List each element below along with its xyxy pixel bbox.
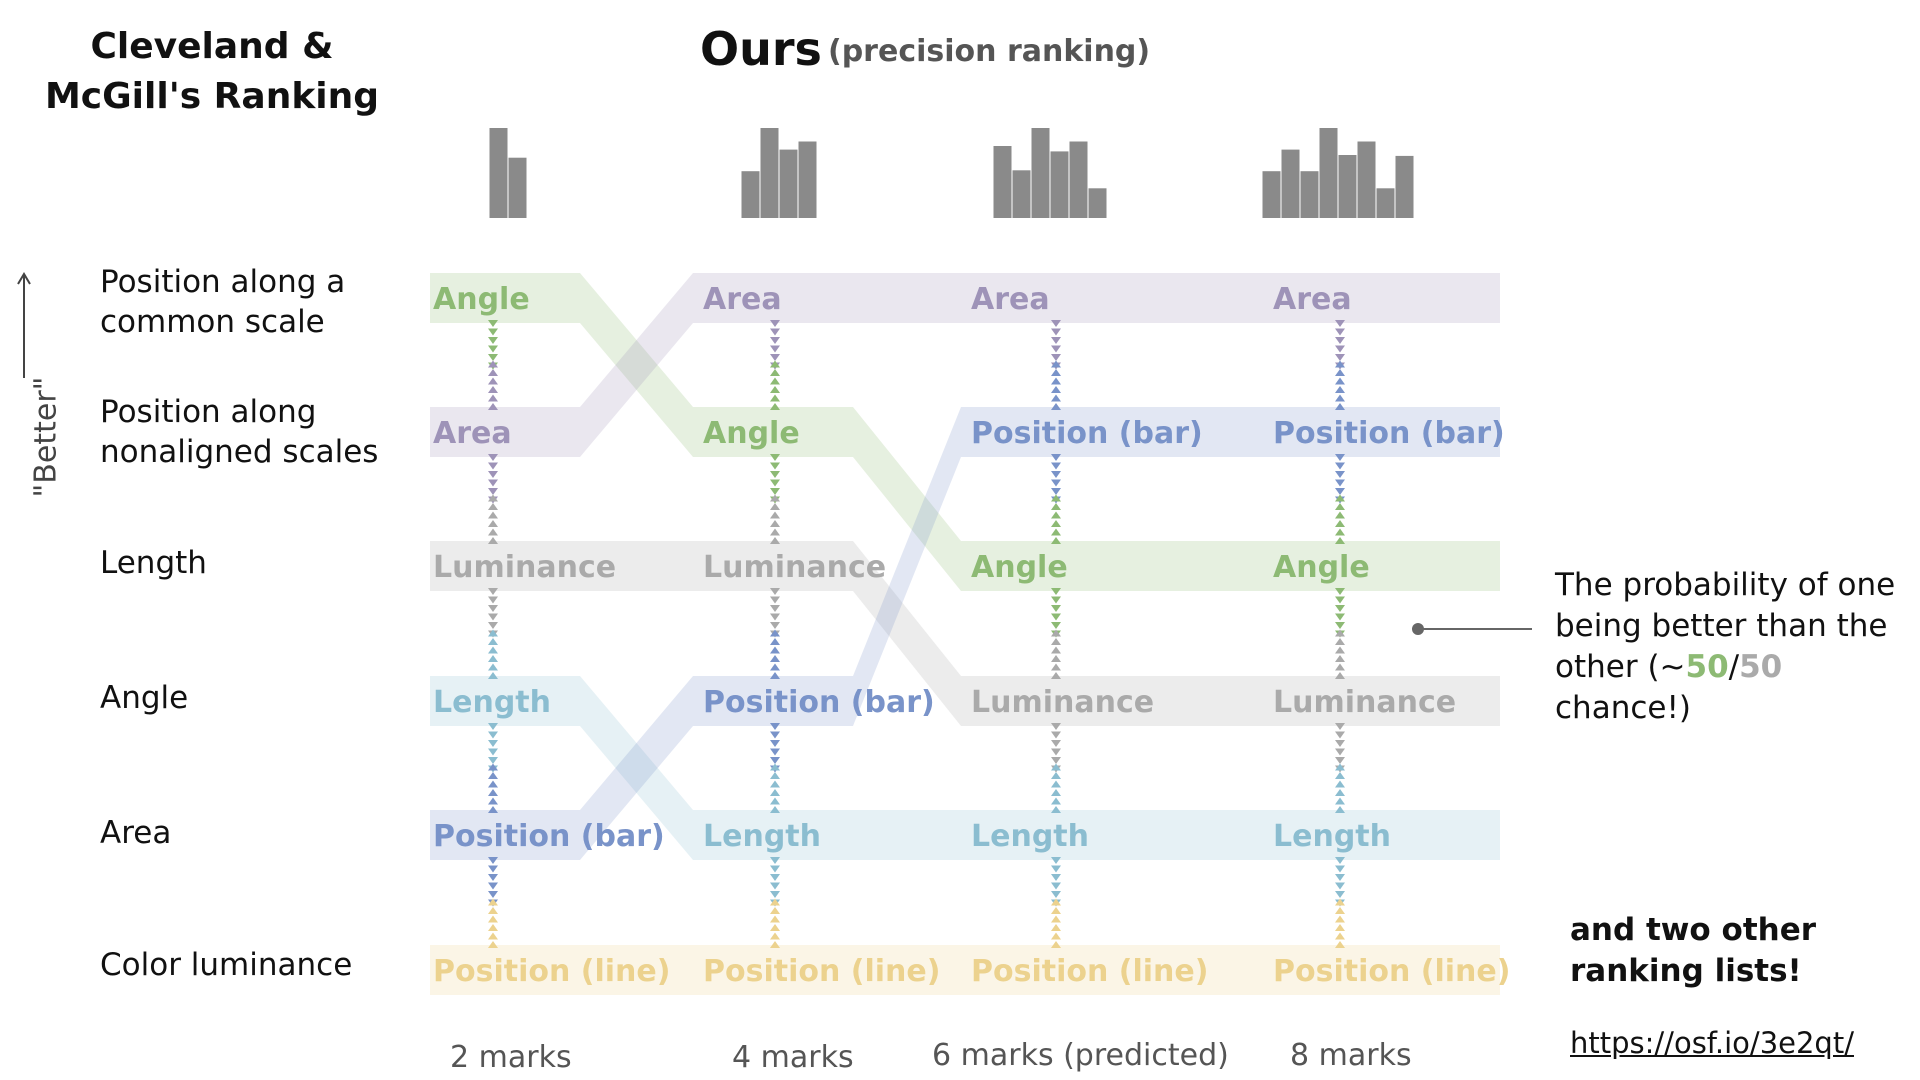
- note-line-2: being better than the: [1555, 608, 1888, 644]
- band-position-line: [430, 945, 1500, 995]
- rank-label-col4-position-line: Position (line): [1273, 954, 1510, 989]
- band-area: [430, 273, 1500, 457]
- rank-label-col3-luminance: Luminance: [971, 685, 1154, 720]
- other-lists-note: and two other ranking lists!: [1570, 912, 1817, 989]
- comparison-arrows-col3-3: [1051, 588, 1061, 679]
- comparison-arrows-col3-4: [1051, 723, 1061, 813]
- comparison-arrows-col2-4: [770, 723, 780, 813]
- marks-label-1: 2 marks: [450, 1040, 572, 1075]
- band-luminance: [430, 541, 1500, 726]
- cm-rank-5: Area: [100, 815, 172, 851]
- rank-label-col4-area: Area: [1273, 282, 1352, 317]
- rank-label-col1-length: Length: [433, 685, 551, 720]
- rank-label-col2-angle: Angle: [703, 416, 800, 451]
- better-arrow-icon: [17, 272, 31, 378]
- rank-label-col2-area: Area: [703, 282, 782, 317]
- rank-label-col3-position-line: Position (line): [971, 954, 1208, 989]
- cleveland-title: Cleveland & McGill's Ranking: [44, 26, 380, 117]
- band-angle: [430, 273, 1500, 591]
- rank-label-col2-luminance: Luminance: [703, 550, 886, 585]
- comparison-arrows-col4-3: [1335, 588, 1345, 679]
- comparison-arrows-col2-5: [770, 857, 780, 948]
- rank-label-col4-length: Length: [1273, 819, 1391, 854]
- note-connector-dot: [1412, 623, 1424, 635]
- rank-label-col2-position-bar: Position (bar): [703, 685, 935, 720]
- rank-label-col1-luminance: Luminance: [433, 550, 616, 585]
- marks-label-2: 4 marks: [732, 1040, 854, 1075]
- note-prefix: other (~: [1555, 649, 1686, 685]
- cm-rank-2: Position along nonaligned scales: [100, 394, 379, 470]
- marks-label-3: 6 marks (predicted): [932, 1038, 1229, 1073]
- comparison-arrows-col2-1: [770, 320, 780, 410]
- note-line-3: other (~50/50 chance!): [1555, 647, 1915, 729]
- comparison-arrows-col3-1: [1051, 320, 1061, 410]
- rank-label-col3-angle: Angle: [971, 550, 1068, 585]
- rank-label-col1-area: Area: [433, 416, 512, 451]
- probability-note: The probability of one being better than…: [1555, 565, 1915, 729]
- rank-label-col2-length: Length: [703, 819, 821, 854]
- comparison-arrows-col1-3: [488, 588, 498, 679]
- comparison-arrows-col3-5: [1051, 857, 1061, 948]
- band-length: [430, 676, 1500, 860]
- histogram-icon-col4: [1262, 128, 1414, 218]
- rank-label-col2-position-line: Position (line): [703, 954, 940, 989]
- comparison-arrows-col4-1: [1335, 320, 1345, 410]
- rank-label-col3-length: Length: [971, 819, 1089, 854]
- note-line-1: The probability of one: [1555, 567, 1896, 603]
- cm-rank-6: Color luminance: [100, 947, 353, 983]
- comparison-arrows-col1-1: [488, 320, 498, 410]
- histogram-icon-col3: [993, 128, 1107, 218]
- ours-subtitle: (precision ranking): [828, 34, 1151, 69]
- comparison-arrows-col4-5: [1335, 857, 1345, 948]
- note-suffix: chance!): [1555, 690, 1691, 726]
- cm-rank-1: Position along a common scale: [100, 264, 346, 340]
- rank-label-col4-angle: Angle: [1273, 550, 1370, 585]
- rank-label-col3-area: Area: [971, 282, 1050, 317]
- cm-rank-4: Angle: [100, 680, 189, 716]
- comparison-arrows-col2-3: [770, 588, 780, 679]
- histogram-icon-col2: [741, 128, 817, 218]
- band-position-bar: [430, 407, 1500, 860]
- marks-label-4: 8 marks: [1290, 1038, 1412, 1073]
- comparison-arrows-col1-5: [488, 857, 498, 948]
- cm-rank-3: Length: [100, 545, 207, 581]
- comparison-arrows-col1-4: [488, 723, 498, 813]
- comparison-arrows-col1-2: [488, 454, 498, 544]
- rank-label-col4-luminance: Luminance: [1273, 685, 1456, 720]
- histogram-icon-col1: [489, 128, 527, 218]
- rank-label-col3-position-bar: Position (bar): [971, 416, 1203, 451]
- comparison-arrows-col4-4: [1335, 723, 1345, 813]
- osf-link[interactable]: https://osf.io/3e2qt/: [1570, 1026, 1854, 1060]
- note-num-1: 50: [1685, 649, 1729, 685]
- rank-label-col1-position-line: Position (line): [433, 954, 670, 989]
- note-slash: /: [1728, 649, 1740, 685]
- rank-label-col1-angle: Angle: [433, 282, 530, 317]
- comparison-arrows-col2-2: [770, 454, 780, 544]
- comparison-arrows-col3-2: [1051, 454, 1061, 544]
- note-num-2: 50: [1739, 649, 1783, 685]
- ours-title: Ours: [700, 22, 822, 76]
- comparison-arrows-col4-2: [1335, 454, 1345, 544]
- rank-label-col1-position-bar: Position (bar): [433, 819, 665, 854]
- rank-label-col4-position-bar: Position (bar): [1273, 416, 1505, 451]
